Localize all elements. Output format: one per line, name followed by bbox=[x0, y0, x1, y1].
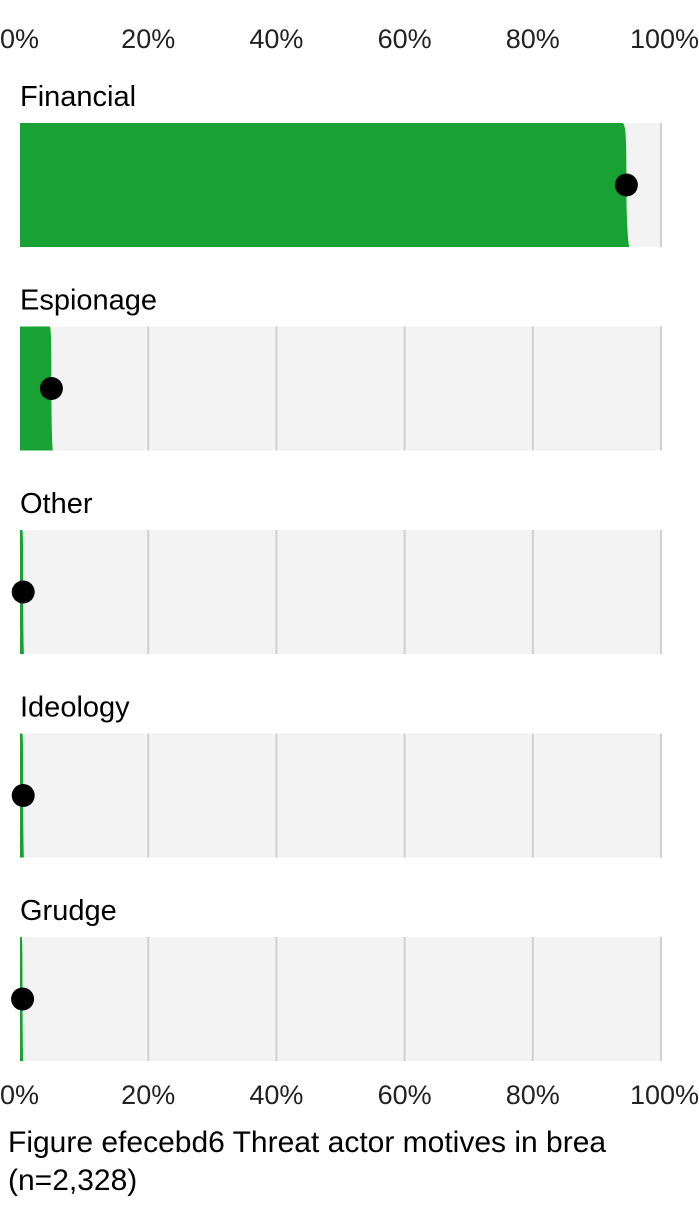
figure-caption: Figure efecebd6 Threat actor motives in … bbox=[8, 1124, 699, 1200]
bottom-axis: 0% 20% 40% 60% 80% 100% bbox=[0, 1080, 699, 1110]
top-tick-label: 40% bbox=[249, 24, 303, 54]
bar-track bbox=[20, 326, 661, 451]
bottom-tick-label: 40% bbox=[249, 1080, 303, 1110]
bottom-tick-label: 60% bbox=[378, 1080, 432, 1110]
category-label: Grudge bbox=[20, 895, 117, 927]
bar-track bbox=[20, 733, 661, 858]
chart-rows: Financial Espionage Other Ideology Grudge bbox=[11, 81, 662, 1061]
top-tick-label: 100% bbox=[630, 24, 699, 54]
point-marker bbox=[11, 987, 35, 1011]
point-marker bbox=[39, 377, 63, 400]
category-label: Espionage bbox=[20, 285, 157, 317]
bottom-tick-label: 20% bbox=[121, 1080, 175, 1110]
row-other: Other bbox=[11, 488, 662, 654]
top-axis: 0% 20% 40% 60% 80% 100% bbox=[0, 24, 699, 54]
category-label: Financial bbox=[20, 81, 136, 113]
point-marker bbox=[11, 784, 35, 807]
point-marker bbox=[614, 173, 638, 197]
bottom-tick-label: 100% bbox=[630, 1080, 699, 1110]
bar bbox=[20, 123, 630, 247]
chart: 0% 20% 40% 60% 80% 100% Financial Espionage Oth… bbox=[0, 24, 699, 1110]
row-financial: Financial bbox=[20, 81, 662, 247]
row-ideology: Ideology bbox=[11, 692, 662, 858]
top-tick-label: 60% bbox=[378, 24, 432, 54]
category-label: Other bbox=[20, 488, 93, 520]
row-grudge: Grudge bbox=[11, 895, 662, 1061]
caption-line-2: (n=2,328) bbox=[8, 1164, 138, 1197]
bar bbox=[20, 326, 53, 451]
top-tick-label: 20% bbox=[121, 24, 175, 54]
category-label: Ideology bbox=[20, 692, 130, 724]
bottom-tick-label: 0% bbox=[0, 1080, 39, 1110]
point-marker bbox=[11, 580, 35, 604]
top-tick-label: 0% bbox=[0, 24, 39, 54]
bottom-tick-label: 80% bbox=[506, 1080, 560, 1110]
bar-track bbox=[20, 937, 661, 1061]
row-espionage: Espionage bbox=[20, 285, 662, 451]
bar-track bbox=[20, 530, 661, 654]
caption-line-1: Figure efecebd6 Threat actor motives in … bbox=[8, 1126, 607, 1159]
top-tick-label: 80% bbox=[506, 24, 560, 54]
